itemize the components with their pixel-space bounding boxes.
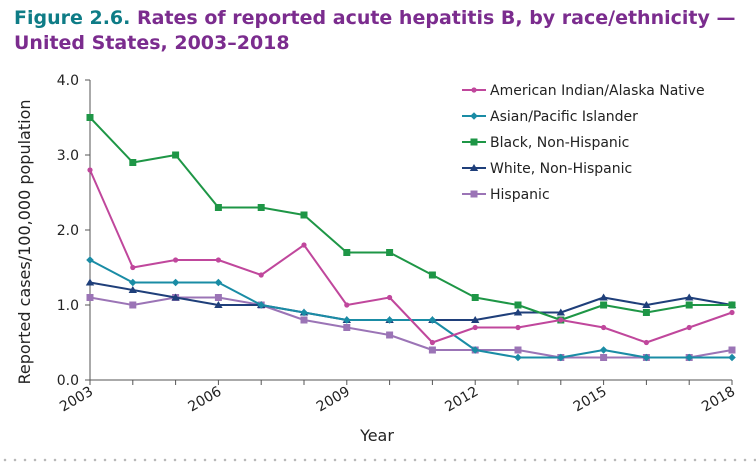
data-point-black-non-hispanic <box>471 294 479 301</box>
legend-marker-black-non-hispanic <box>470 138 478 146</box>
data-point-hispanic <box>728 346 736 354</box>
x-axis-label: Year <box>359 426 394 445</box>
data-point-black-non-hispanic <box>728 301 736 309</box>
legend-marker-asian-pacific-islander <box>470 112 478 120</box>
y-tick-label: 1.0 <box>57 298 79 314</box>
legend-marker-american-indian-alaska-native <box>471 87 477 93</box>
data-point-black-non-hispanic <box>642 309 650 316</box>
data-point-asian-pacific-islander <box>514 353 522 362</box>
dotted-divider <box>0 458 756 462</box>
data-point-black-non-hispanic <box>386 249 394 256</box>
data-point-american-indian-alaska-native <box>643 339 650 346</box>
data-point-asian-pacific-islander <box>642 353 651 362</box>
data-point-hispanic <box>600 354 608 361</box>
data-point-black-non-hispanic <box>600 301 608 309</box>
data-point-asian-pacific-islander <box>214 278 223 287</box>
data-point-asian-pacific-islander <box>428 316 437 324</box>
data-point-white-non-hispanic <box>513 308 523 316</box>
data-point-asian-pacific-islander <box>385 316 394 324</box>
data-point-american-indian-alaska-native <box>173 257 179 263</box>
data-point-hispanic <box>214 294 222 301</box>
data-point-american-indian-alaska-native <box>686 324 692 331</box>
y-axis-label: Reported cases/100,000 population <box>15 99 34 384</box>
chart-title: Figure 2.6. Rates of reported acute hepa… <box>14 6 744 56</box>
data-point-american-indian-alaska-native <box>515 324 521 331</box>
data-point-american-indian-alaska-native <box>472 324 478 331</box>
data-point-american-indian-alaska-native <box>344 302 350 308</box>
data-point-asian-pacific-islander <box>685 353 693 362</box>
y-tick-label: 0.0 <box>57 373 79 389</box>
data-point-black-non-hispanic <box>129 159 137 166</box>
data-point-american-indian-alaska-native <box>387 294 393 301</box>
x-tick-label: 2012 <box>442 384 481 416</box>
legend-label-hispanic: Hispanic <box>490 187 550 203</box>
data-point-hispanic <box>386 331 394 339</box>
data-point-american-indian-alaska-native <box>87 167 93 173</box>
data-point-asian-pacific-islander <box>343 316 351 324</box>
legend-label-american-indian-alaska-native: American Indian/Alaska Native <box>490 83 705 99</box>
data-point-white-non-hispanic <box>171 293 180 301</box>
data-point-black-non-hispanic <box>514 301 522 309</box>
data-point-asian-pacific-islander <box>86 256 94 264</box>
data-point-black-non-hispanic <box>300 211 308 219</box>
data-point-asian-pacific-islander <box>728 353 736 362</box>
data-point-hispanic <box>86 294 94 301</box>
y-tick-label: 4.0 <box>57 73 79 89</box>
y-tick-label: 2.0 <box>57 223 79 239</box>
data-point-american-indian-alaska-native <box>558 317 564 323</box>
data-point-black-non-hispanic <box>685 301 693 309</box>
figure-label: Figure 2.6. <box>14 7 131 29</box>
x-tick-label: 2009 <box>314 384 353 416</box>
data-point-white-non-hispanic <box>599 293 608 301</box>
x-tick-label: 2006 <box>186 384 225 416</box>
data-point-american-indian-alaska-native <box>729 309 735 316</box>
data-point-asian-pacific-islander <box>599 346 608 354</box>
data-point-black-non-hispanic <box>86 114 94 121</box>
series-line-white-non-hispanic <box>89 281 733 321</box>
y-tick-label: 3.0 <box>57 148 79 164</box>
data-point-asian-pacific-islander <box>471 346 479 354</box>
legend-label-black-non-hispanic: Black, Non-Hispanic <box>490 135 629 151</box>
series-line-american-indian-alaska-native <box>89 169 733 344</box>
data-point-black-non-hispanic <box>172 151 180 159</box>
data-point-hispanic <box>428 346 436 354</box>
data-point-white-non-hispanic <box>556 308 565 316</box>
data-point-american-indian-alaska-native <box>130 264 136 271</box>
x-tick-label: 2015 <box>571 384 610 416</box>
data-point-black-non-hispanic <box>428 271 436 279</box>
data-point-asian-pacific-islander <box>557 353 565 362</box>
data-point-white-non-hispanic <box>642 301 651 308</box>
x-tick-label: 2018 <box>699 384 738 416</box>
data-point-hispanic <box>129 301 137 309</box>
data-point-white-non-hispanic <box>471 316 480 323</box>
data-point-american-indian-alaska-native <box>301 242 307 248</box>
data-point-american-indian-alaska-native <box>258 272 264 278</box>
data-point-asian-pacific-islander <box>171 278 180 287</box>
data-point-white-non-hispanic <box>85 278 95 286</box>
legend-marker-white-non-hispanic <box>469 164 479 171</box>
data-point-hispanic <box>300 316 308 324</box>
data-point-black-non-hispanic <box>257 204 265 211</box>
data-point-white-non-hispanic <box>128 286 137 293</box>
data-point-hispanic <box>514 346 522 354</box>
data-point-american-indian-alaska-native <box>215 257 221 263</box>
data-point-american-indian-alaska-native <box>429 339 435 346</box>
legend-label-asian-pacific-islander: Asian/Pacific Islander <box>490 109 638 125</box>
data-point-white-non-hispanic <box>685 293 694 301</box>
series-line-hispanic <box>89 296 733 359</box>
data-point-asian-pacific-islander <box>300 308 308 317</box>
data-point-american-indian-alaska-native <box>601 324 607 331</box>
data-point-asian-pacific-islander <box>129 278 137 287</box>
legend-label-white-non-hispanic: White, Non-Hispanic <box>490 161 632 177</box>
data-point-black-non-hispanic <box>343 249 351 256</box>
series-line-black-non-hispanic <box>89 116 732 321</box>
legend-marker-hispanic <box>470 190 478 198</box>
data-point-hispanic <box>343 324 351 331</box>
data-point-white-non-hispanic <box>214 301 223 308</box>
data-point-black-non-hispanic <box>214 204 222 211</box>
data-point-asian-pacific-islander <box>257 301 265 309</box>
title-text: Rates of reported acute hepatitis B, by … <box>14 7 736 54</box>
